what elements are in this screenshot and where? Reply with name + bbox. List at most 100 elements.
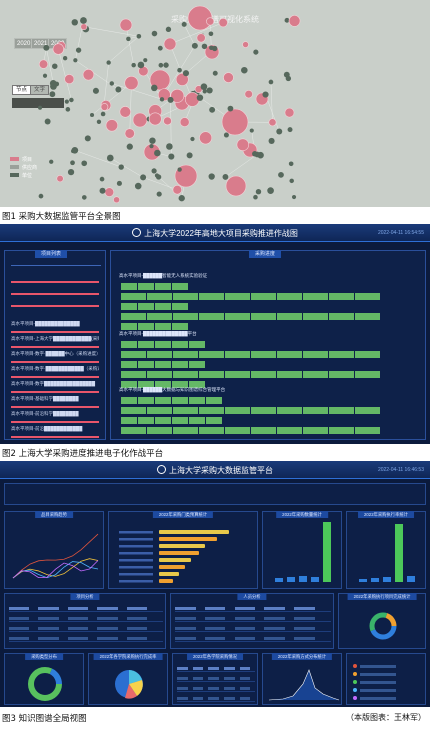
project-list-item[interactable]: 高水平项目-数字████████████████ (11, 381, 99, 393)
progress-step[interactable] (121, 293, 146, 300)
progress-step[interactable] (172, 323, 188, 330)
procurement-progress-tab[interactable]: 采购进度 (249, 250, 282, 258)
progress-step[interactable] (277, 427, 302, 434)
progress-step[interactable] (355, 407, 380, 414)
progress-step[interactable] (251, 427, 276, 434)
progress-step[interactable] (121, 417, 137, 424)
text-toggle[interactable]: 文字 (30, 85, 50, 95)
progress-step[interactable] (199, 407, 224, 414)
progress-step[interactable] (172, 341, 188, 348)
progress-step[interactable] (138, 397, 154, 404)
project-list-item[interactable]: 高水平项目-前沿科学████████ (11, 411, 99, 423)
progress-step[interactable] (251, 371, 276, 378)
progress-step[interactable] (225, 371, 250, 378)
progress-step[interactable] (147, 407, 172, 414)
progress-step[interactable] (225, 427, 250, 434)
project-list-tab[interactable]: 项目列表 (35, 250, 68, 258)
progress-step[interactable] (121, 371, 146, 378)
progress-step[interactable] (355, 293, 380, 300)
progress-step[interactable] (138, 381, 154, 388)
progress-step[interactable] (155, 341, 171, 348)
progress-step[interactable] (155, 283, 171, 290)
project-list-item[interactable]: 高水平项目-数字·████████████（采购进度） (11, 366, 99, 378)
project-list-item[interactable]: 高水平项目-██████████████ (11, 321, 99, 333)
progress-step[interactable] (199, 351, 224, 358)
progress-step[interactable] (303, 293, 328, 300)
progress-step[interactable] (121, 341, 137, 348)
progress-step[interactable] (172, 361, 188, 368)
progress-step[interactable] (155, 381, 171, 388)
progress-step[interactable] (121, 381, 137, 388)
progress-step[interactable] (251, 293, 276, 300)
progress-step[interactable] (147, 351, 172, 358)
progress-step[interactable] (147, 427, 172, 434)
progress-step[interactable] (251, 407, 276, 414)
progress-step[interactable] (121, 407, 146, 414)
progress-step[interactable] (199, 371, 224, 378)
progress-step[interactable] (355, 313, 380, 320)
project-list-item[interactable]: 高水平项目-基础科学████████ (11, 396, 99, 408)
progress-step[interactable] (147, 371, 172, 378)
progress-step[interactable] (189, 397, 205, 404)
progress-step[interactable] (225, 293, 250, 300)
progress-step[interactable] (329, 407, 354, 414)
progress-step[interactable] (155, 417, 171, 424)
progress-step[interactable] (121, 397, 137, 404)
progress-step[interactable] (329, 313, 354, 320)
progress-step[interactable] (138, 283, 154, 290)
progress-step[interactable] (277, 313, 302, 320)
progress-step[interactable] (173, 427, 198, 434)
table-row[interactable] (175, 606, 331, 612)
progress-step[interactable] (121, 351, 146, 358)
table-row[interactable] (9, 626, 163, 632)
progress-step[interactable] (173, 371, 198, 378)
progress-step[interactable] (303, 407, 328, 414)
progress-step[interactable] (155, 323, 171, 330)
progress-step[interactable] (251, 313, 276, 320)
progress-step[interactable] (172, 417, 188, 424)
table-row[interactable] (175, 636, 331, 642)
progress-step[interactable] (303, 371, 328, 378)
progress-step[interactable] (138, 417, 154, 424)
progress-step[interactable] (138, 303, 154, 310)
progress-step[interactable] (121, 283, 137, 290)
progress-step[interactable] (189, 381, 205, 388)
project-list-item[interactable]: 高水平项目-前沿████████████ (11, 426, 99, 438)
progress-step[interactable] (355, 427, 380, 434)
progress-step[interactable] (121, 313, 146, 320)
progress-step[interactable] (225, 313, 250, 320)
progress-step[interactable] (303, 427, 328, 434)
progress-step[interactable] (206, 417, 222, 424)
progress-step[interactable] (147, 313, 172, 320)
progress-step[interactable] (138, 323, 154, 330)
progress-step[interactable] (138, 361, 154, 368)
progress-step[interactable] (172, 303, 188, 310)
progress-step[interactable] (121, 361, 137, 368)
table-row[interactable] (177, 696, 255, 702)
progress-step[interactable] (155, 361, 171, 368)
progress-step[interactable] (189, 361, 205, 368)
search-bar[interactable] (12, 98, 64, 108)
progress-step[interactable] (172, 397, 188, 404)
progress-step[interactable] (277, 371, 302, 378)
progress-step[interactable] (199, 313, 224, 320)
progress-step[interactable] (277, 351, 302, 358)
progress-step[interactable] (189, 341, 205, 348)
progress-step[interactable] (155, 303, 171, 310)
progress-step[interactable] (355, 371, 380, 378)
table-row[interactable] (9, 606, 163, 612)
progress-step[interactable] (138, 341, 154, 348)
progress-step[interactable] (173, 351, 198, 358)
table-row[interactable] (9, 636, 163, 642)
progress-step[interactable] (172, 283, 188, 290)
progress-step[interactable] (329, 351, 354, 358)
table-row[interactable] (9, 616, 163, 622)
progress-step[interactable] (121, 303, 137, 310)
progress-step[interactable] (303, 313, 328, 320)
table-row[interactable] (175, 616, 331, 622)
progress-step[interactable] (173, 293, 198, 300)
progress-step[interactable] (199, 427, 224, 434)
table-row[interactable] (177, 686, 255, 692)
graph-canvas[interactable] (0, 0, 430, 207)
progress-step[interactable] (277, 407, 302, 414)
